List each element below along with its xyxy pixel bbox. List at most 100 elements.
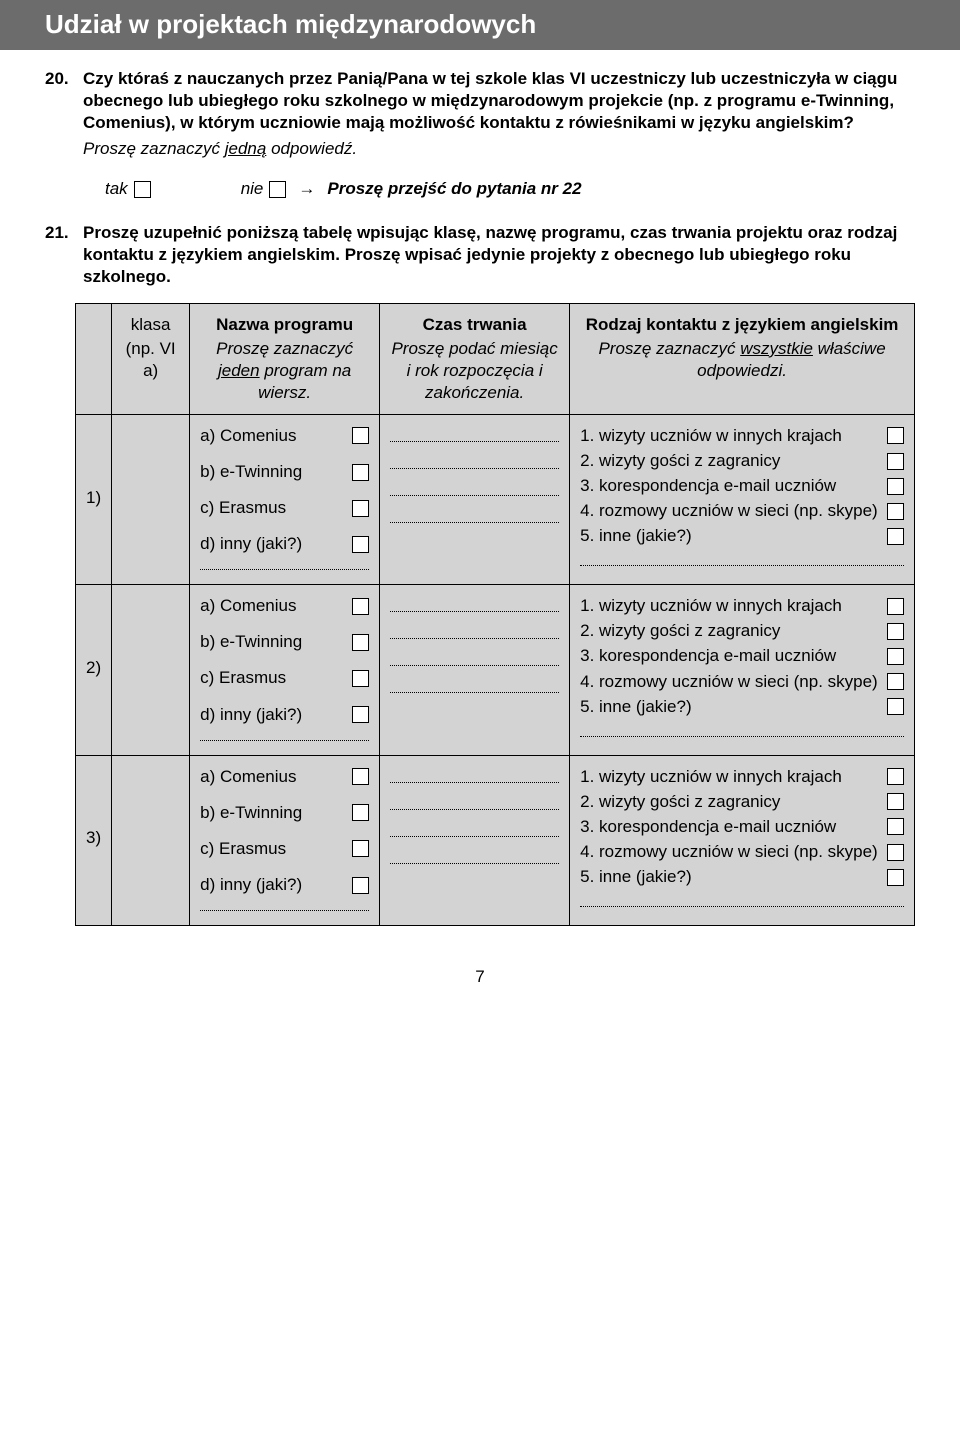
dotted-fill-line[interactable] xyxy=(390,611,559,612)
section-header: Udział w projektach międzynarodowych xyxy=(0,0,960,50)
checkbox-icon xyxy=(887,427,904,444)
checkbox-icon xyxy=(352,500,369,517)
th-contact-sub-pre: Proszę zaznaczyć xyxy=(598,339,740,358)
dotted-fill-line[interactable] xyxy=(390,522,559,523)
checkbox-icon xyxy=(887,453,904,470)
checkbox-icon xyxy=(887,623,904,640)
program-option[interactable]: a) Comenius xyxy=(200,766,369,788)
program-option[interactable]: b) e-Twinning xyxy=(200,461,369,483)
program-option[interactable]: c) Erasmus xyxy=(200,497,369,519)
program-option[interactable]: d) inny (jaki?) xyxy=(200,704,369,726)
duration-cell xyxy=(380,755,570,925)
checkbox-icon xyxy=(887,478,904,495)
contact-option[interactable]: 3. korespondencja e-mail uczniów xyxy=(580,645,904,667)
klasa-input-cell[interactable] xyxy=(112,755,190,925)
checkbox-icon xyxy=(887,528,904,545)
program-option[interactable]: c) Erasmus xyxy=(200,838,369,860)
q21-text: Proszę uzupełnić poniższą tabelę wpisują… xyxy=(83,223,897,286)
contact-option[interactable]: 2. wizyty gości z zagranicy xyxy=(580,450,904,472)
dotted-fill-line[interactable] xyxy=(580,906,904,907)
contact-option[interactable]: 4. rozmowy uczniów w sieci (np. skype) xyxy=(580,671,904,693)
page-number: 7 xyxy=(45,966,915,988)
contact-option-label: 3. korespondencja e-mail uczniów xyxy=(580,475,836,497)
row-number: 1) xyxy=(76,414,112,584)
contact-option-label: 1. wizyty uczniów w innych krajach xyxy=(580,425,842,447)
contact-option[interactable]: 4. rozmowy uczniów w sieci (np. skype) xyxy=(580,841,904,863)
checkbox-icon xyxy=(352,840,369,857)
checkbox-icon xyxy=(887,869,904,886)
contact-option[interactable]: 1. wizyty uczniów w innych krajach xyxy=(580,425,904,447)
dotted-fill-line[interactable] xyxy=(390,863,559,864)
th-duration-label: Czas trwania xyxy=(423,315,527,334)
program-option-label: a) Comenius xyxy=(200,766,296,788)
program-option[interactable]: b) e-Twinning xyxy=(200,802,369,824)
dotted-fill-line[interactable] xyxy=(390,441,559,442)
contact-option[interactable]: 1. wizyty uczniów w innych krajach xyxy=(580,595,904,617)
dotted-fill-line[interactable] xyxy=(200,910,369,911)
duration-cell xyxy=(380,414,570,584)
question-21: 21. Proszę uzupełnić poniższą tabelę wpi… xyxy=(45,222,915,288)
program-option-label: d) inny (jaki?) xyxy=(200,874,302,896)
q20-instr-pre: Proszę zaznaczyć xyxy=(83,139,225,158)
contact-cell: 1. wizyty uczniów w innych krajach 2. wiz… xyxy=(570,755,915,925)
program-option[interactable]: c) Erasmus xyxy=(200,667,369,689)
duration-cell xyxy=(380,585,570,755)
dotted-fill-line[interactable] xyxy=(200,569,369,570)
contact-option[interactable]: 2. wizyty gości z zagranicy xyxy=(580,620,904,642)
program-option-label: d) inny (jaki?) xyxy=(200,704,302,726)
program-option[interactable]: d) inny (jaki?) xyxy=(200,874,369,896)
checkbox-icon xyxy=(352,598,369,615)
dotted-fill-line[interactable] xyxy=(200,740,369,741)
contact-option-label: 4. rozmowy uczniów w sieci (np. skype) xyxy=(580,500,878,522)
dotted-fill-line[interactable] xyxy=(580,565,904,566)
option-no-label: nie xyxy=(241,178,264,200)
contact-option-label: 1. wizyty uczniów w innych krajach xyxy=(580,595,842,617)
contact-option-label: 5. inne (jakie?) xyxy=(580,696,692,718)
program-option[interactable]: d) inny (jaki?) xyxy=(200,533,369,555)
checkbox-icon xyxy=(352,427,369,444)
dotted-fill-line[interactable] xyxy=(390,692,559,693)
program-option[interactable]: a) Comenius xyxy=(200,425,369,447)
contact-option-label: 2. wizyty gości z zagranicy xyxy=(580,791,780,813)
contact-option-label: 2. wizyty gości z zagranicy xyxy=(580,620,780,642)
dotted-fill-line[interactable] xyxy=(390,638,559,639)
dotted-fill-line[interactable] xyxy=(390,809,559,810)
checkbox-icon xyxy=(352,877,369,894)
program-option-label: a) Comenius xyxy=(200,425,296,447)
contact-option[interactable]: 4. rozmowy uczniów w sieci (np. skype) xyxy=(580,500,904,522)
program-option[interactable]: b) e-Twinning xyxy=(200,631,369,653)
checkbox-icon xyxy=(352,768,369,785)
dotted-fill-line[interactable] xyxy=(390,836,559,837)
dotted-fill-line[interactable] xyxy=(390,782,559,783)
dotted-fill-line[interactable] xyxy=(390,665,559,666)
contact-option[interactable]: 1. wizyty uczniów w innych krajach xyxy=(580,766,904,788)
contact-option[interactable]: 5. inne (jakie?) xyxy=(580,525,904,547)
contact-option[interactable]: 5. inne (jakie?) xyxy=(580,696,904,718)
contact-option[interactable]: 2. wizyty gości z zagranicy xyxy=(580,791,904,813)
option-yes[interactable]: tak xyxy=(105,178,151,200)
dotted-fill-line[interactable] xyxy=(390,468,559,469)
skip-instruction: Proszę przejść do pytania nr 22 xyxy=(327,178,581,200)
th-prog-sub-pre: Proszę zaznaczyć xyxy=(216,339,353,358)
contact-option[interactable]: 3. korespondencja e-mail uczniów xyxy=(580,816,904,838)
program-option-label: b) e-Twinning xyxy=(200,461,302,483)
contact-option-label: 4. rozmowy uczniów w sieci (np. skype) xyxy=(580,841,878,863)
contact-option[interactable]: 3. korespondencja e-mail uczniów xyxy=(580,475,904,497)
q20-options: tak nie → Proszę przejść do pytania nr 2… xyxy=(105,178,915,200)
dotted-fill-line[interactable] xyxy=(580,736,904,737)
contact-option-label: 3. korespondencja e-mail uczniów xyxy=(580,645,836,667)
dotted-fill-line[interactable] xyxy=(390,495,559,496)
klasa-input-cell[interactable] xyxy=(112,585,190,755)
klasa-input-cell[interactable] xyxy=(112,414,190,584)
contact-option-label: 1. wizyty uczniów w innych krajach xyxy=(580,766,842,788)
checkbox-icon xyxy=(352,706,369,723)
checkbox-icon xyxy=(887,598,904,615)
option-no[interactable]: nie → Proszę przejść do pytania nr 22 xyxy=(241,178,582,200)
contact-option-label: 5. inne (jakie?) xyxy=(580,525,692,547)
row-number: 3) xyxy=(76,755,112,925)
program-cell: a) Comenius b) e-Twinning c) Erasmus d) inn… xyxy=(190,414,380,584)
contact-option[interactable]: 5. inne (jakie?) xyxy=(580,866,904,888)
th-klasa-sub: (np. VI a) xyxy=(120,338,181,382)
program-option[interactable]: a) Comenius xyxy=(200,595,369,617)
checkbox-icon xyxy=(887,503,904,520)
